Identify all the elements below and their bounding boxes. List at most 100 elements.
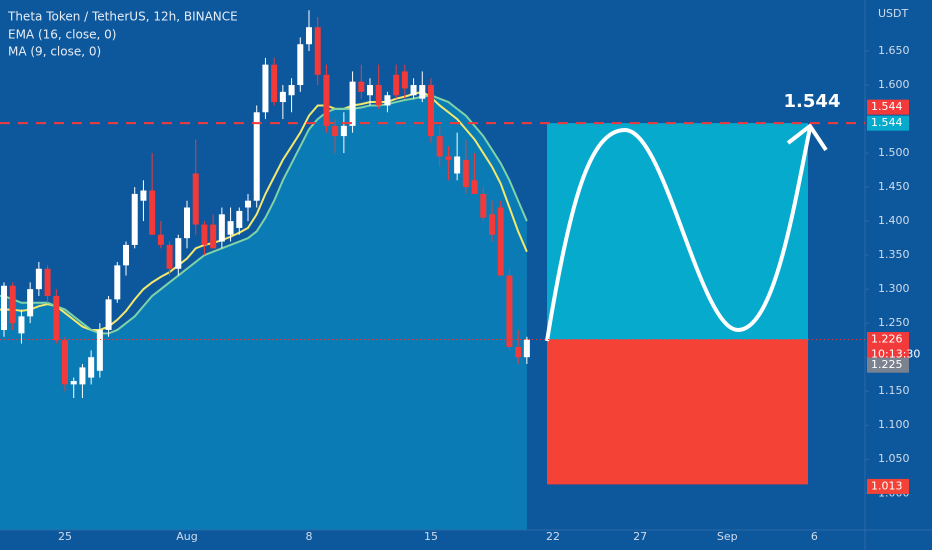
candle-body: [506, 275, 513, 347]
stop-zone: [547, 339, 808, 485]
candle-body: [262, 64, 269, 113]
candle-body: [27, 289, 34, 317]
candle-body: [480, 193, 487, 218]
candle-body: [358, 81, 365, 92]
ma-price-tag: [867, 357, 909, 373]
stop-price-tag-label: 1.013: [871, 479, 903, 492]
x-tick-label: 8: [306, 530, 313, 543]
candle-body: [70, 381, 77, 385]
y-tick-label: 1.350: [878, 248, 910, 261]
candle-body: [44, 268, 51, 296]
target-zone: [547, 123, 808, 340]
x-tick-label: Aug: [176, 530, 197, 543]
candle-body: [488, 214, 495, 235]
indicator-line: [0, 90, 528, 331]
candle-body: [349, 81, 356, 126]
axis-unit: USDT: [878, 7, 909, 20]
candle-body: [114, 265, 121, 300]
target-price-tag-label: 1.544: [871, 116, 903, 129]
projection-curve: [545, 127, 812, 342]
y-tick-label: 1.400: [878, 214, 910, 227]
candle-body: [271, 64, 278, 103]
x-tick-label: 15: [424, 530, 438, 543]
x-tick-label: 22: [546, 530, 560, 543]
candle-body: [306, 27, 313, 45]
candle-body: [471, 180, 478, 194]
candle-body: [227, 221, 234, 235]
candle-body: [123, 244, 130, 266]
candle-body: [192, 173, 199, 225]
x-tick-label: 25: [58, 530, 72, 543]
candle-body: [523, 339, 530, 358]
candle-body: [218, 214, 225, 242]
candle-body: [340, 125, 347, 137]
candle-body: [314, 27, 321, 75]
y-tick-label: 1.150: [878, 384, 910, 397]
last-price-tag-countdown: 10:13:30: [871, 347, 920, 360]
candle-body: [88, 357, 95, 378]
candle-body: [62, 340, 69, 385]
last-price-tag-label: 1.226: [871, 332, 903, 345]
chart-title: Theta Token / TetherUS, 12h, BINANCE: [7, 10, 238, 24]
candle-body: [367, 85, 374, 96]
ma-area: [0, 95, 527, 530]
candle-body: [131, 193, 138, 245]
candle-body: [175, 238, 182, 269]
candle-body: [53, 295, 60, 341]
plot-area: [0, 10, 828, 530]
y-tick-label: 1.300: [878, 282, 910, 295]
candle-body: [393, 74, 400, 96]
candle-body: [428, 85, 434, 137]
candle-body: [323, 74, 330, 126]
x-tick-label: 6: [811, 530, 818, 543]
candle-body: [236, 210, 243, 228]
x-tick-label: 27: [633, 530, 647, 543]
y-tick-label: 1.650: [878, 44, 910, 57]
candle-body: [497, 207, 504, 276]
candle-body: [288, 85, 295, 96]
ma-price-tag-label: 1.225: [871, 358, 903, 371]
candle-body: [105, 299, 112, 330]
x-tick-label: Sep: [717, 530, 738, 543]
candle-body: [157, 234, 164, 245]
candle-body: [436, 136, 443, 157]
candle-body: [35, 268, 42, 290]
stop-price-tag: [867, 478, 909, 494]
candle-body: [279, 91, 286, 103]
legend-entry: MA (9, close, 0): [8, 45, 101, 59]
candle-body: [245, 200, 252, 208]
candle-body: [401, 71, 408, 89]
candle-body: [149, 190, 156, 235]
candle-body: [96, 329, 103, 371]
candle-body: [419, 85, 426, 99]
y-tick-label: 1.250: [878, 316, 910, 329]
candle-body: [166, 244, 173, 269]
projection-arrowhead: [786, 123, 828, 152]
candle-body: [253, 112, 260, 201]
y-tick-label: 1.500: [878, 146, 910, 159]
candle-body: [445, 156, 452, 160]
candle-body: [140, 190, 147, 201]
candle-body: [410, 85, 417, 96]
candle-body: [18, 316, 25, 334]
candle-body: [1, 285, 8, 330]
alert-price-tag: [867, 99, 909, 115]
candle-body: [201, 224, 208, 245]
candle-body: [454, 156, 461, 174]
candle-body: [79, 367, 86, 385]
indicator-line: [0, 94, 528, 335]
candle-body: [9, 285, 16, 324]
annotation-label: 1.544: [784, 91, 841, 112]
candle-body: [332, 125, 339, 137]
candle-body: [384, 95, 391, 106]
y-tick-label: 1.450: [878, 180, 910, 193]
candle-body: [210, 224, 217, 249]
candle-body: [184, 207, 191, 239]
candle-body: [375, 85, 382, 106]
y-tick-label: 1.050: [878, 452, 910, 465]
candle-body: [297, 44, 304, 86]
alert-price-tag-label: 1.544: [871, 100, 903, 113]
candle-body: [515, 346, 522, 358]
candle-body: [462, 159, 469, 188]
